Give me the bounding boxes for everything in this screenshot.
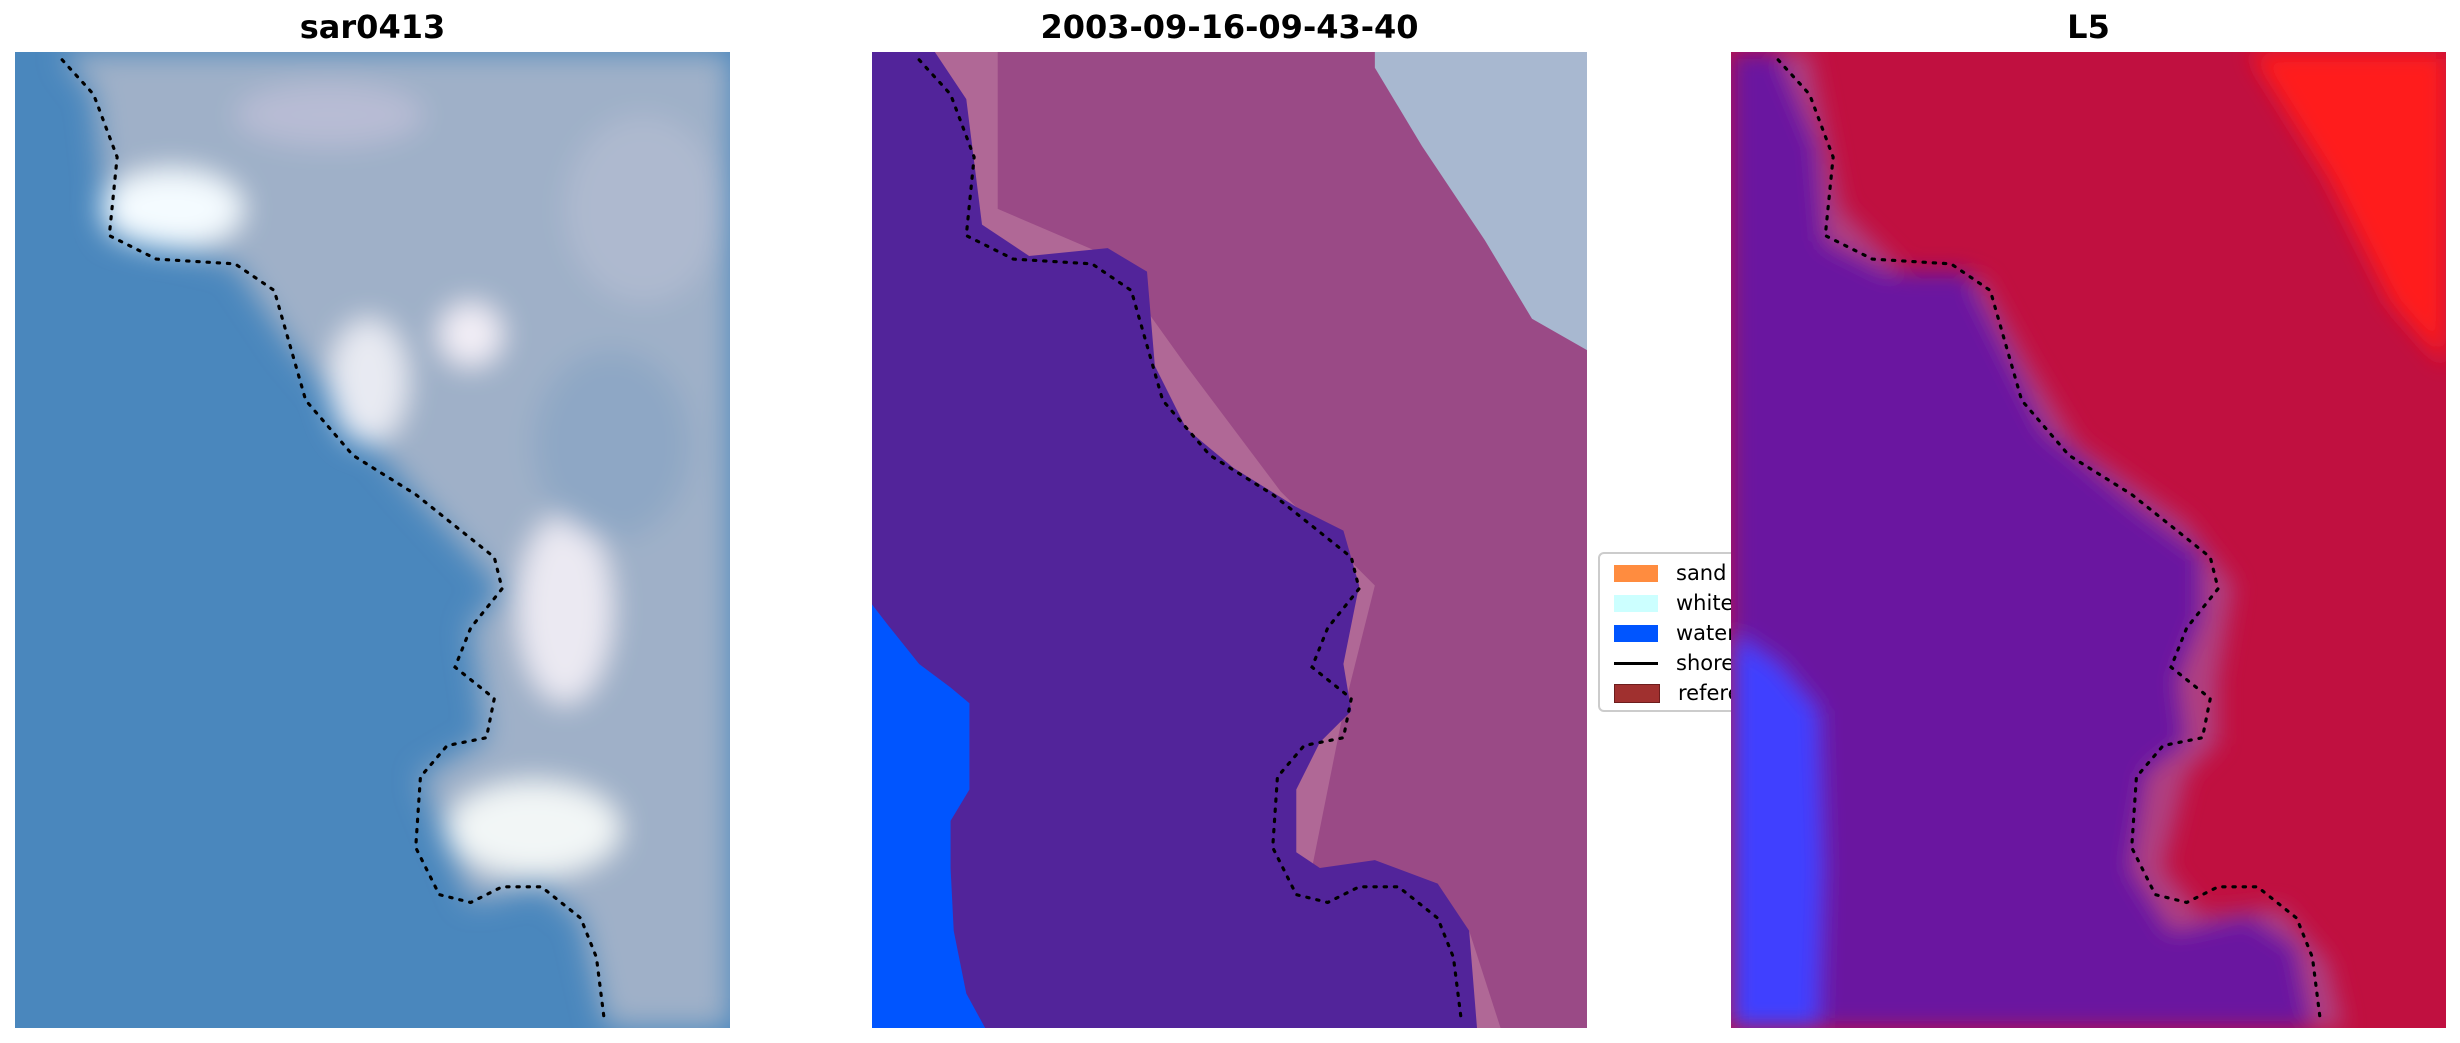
shoreline xyxy=(917,58,1463,1022)
sand-swatch xyxy=(1614,564,1658,582)
legend-item-sand: sand xyxy=(1614,560,1726,586)
whitewater-swatch xyxy=(1614,594,1658,612)
water-swatch xyxy=(1614,624,1658,642)
satellite-image-panel xyxy=(15,52,730,1028)
legend-label: water xyxy=(1676,621,1736,645)
reference-swatch xyxy=(1614,683,1660,703)
classification-panel xyxy=(872,52,1587,1028)
legend-label: sand xyxy=(1676,561,1727,585)
shoreline-swatch xyxy=(1614,661,1658,665)
legend-item-water: water xyxy=(1614,620,1736,646)
legend: sand whitewater water shoreline referenc… xyxy=(1598,552,1881,712)
panel-title-probability: L5 xyxy=(2067,8,2110,46)
panel-title-classification: 2003-09-16-09-43-40 xyxy=(1040,8,1419,46)
shoreline xyxy=(60,58,606,1022)
probability-panel xyxy=(1731,52,2446,1028)
panel-title-image: sar0413 xyxy=(299,8,446,46)
shoreline xyxy=(1776,58,2322,1022)
